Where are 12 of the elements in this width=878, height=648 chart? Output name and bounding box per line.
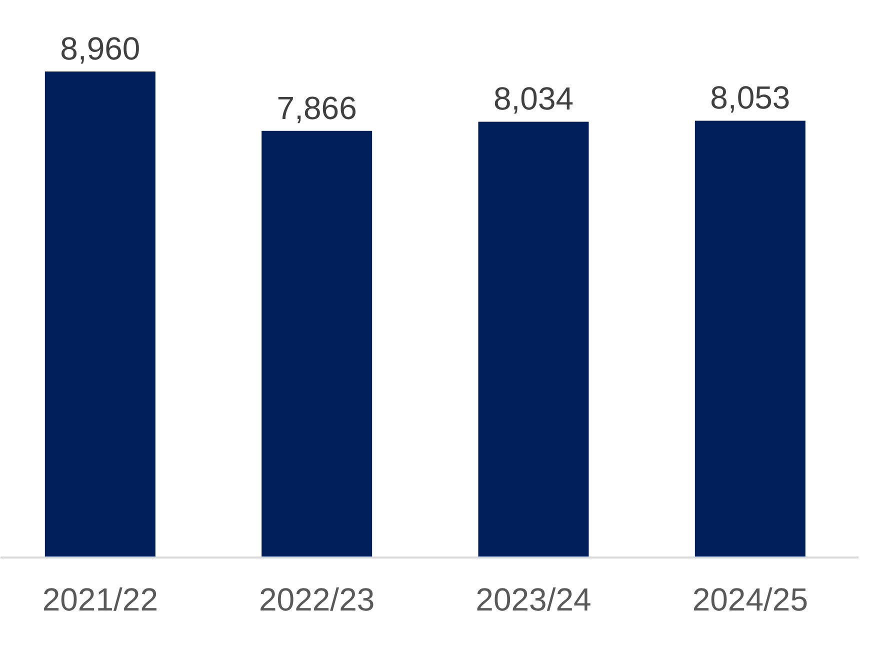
bar [262, 130, 372, 558]
x-tick-label: 2023/24 [476, 582, 592, 618]
bar [44, 72, 156, 558]
data-label: 8,053 [710, 80, 790, 116]
data-label: 7,866 [276, 90, 357, 126]
bar [478, 122, 589, 558]
bar [694, 120, 806, 558]
x-tick-label: 2022/23 [258, 582, 375, 618]
x-tick-label: 2024/25 [692, 582, 808, 618]
data-label: 8,960 [60, 30, 140, 66]
data-label: 8,034 [493, 80, 574, 117]
x-tick-label: 2021/22 [42, 582, 158, 618]
